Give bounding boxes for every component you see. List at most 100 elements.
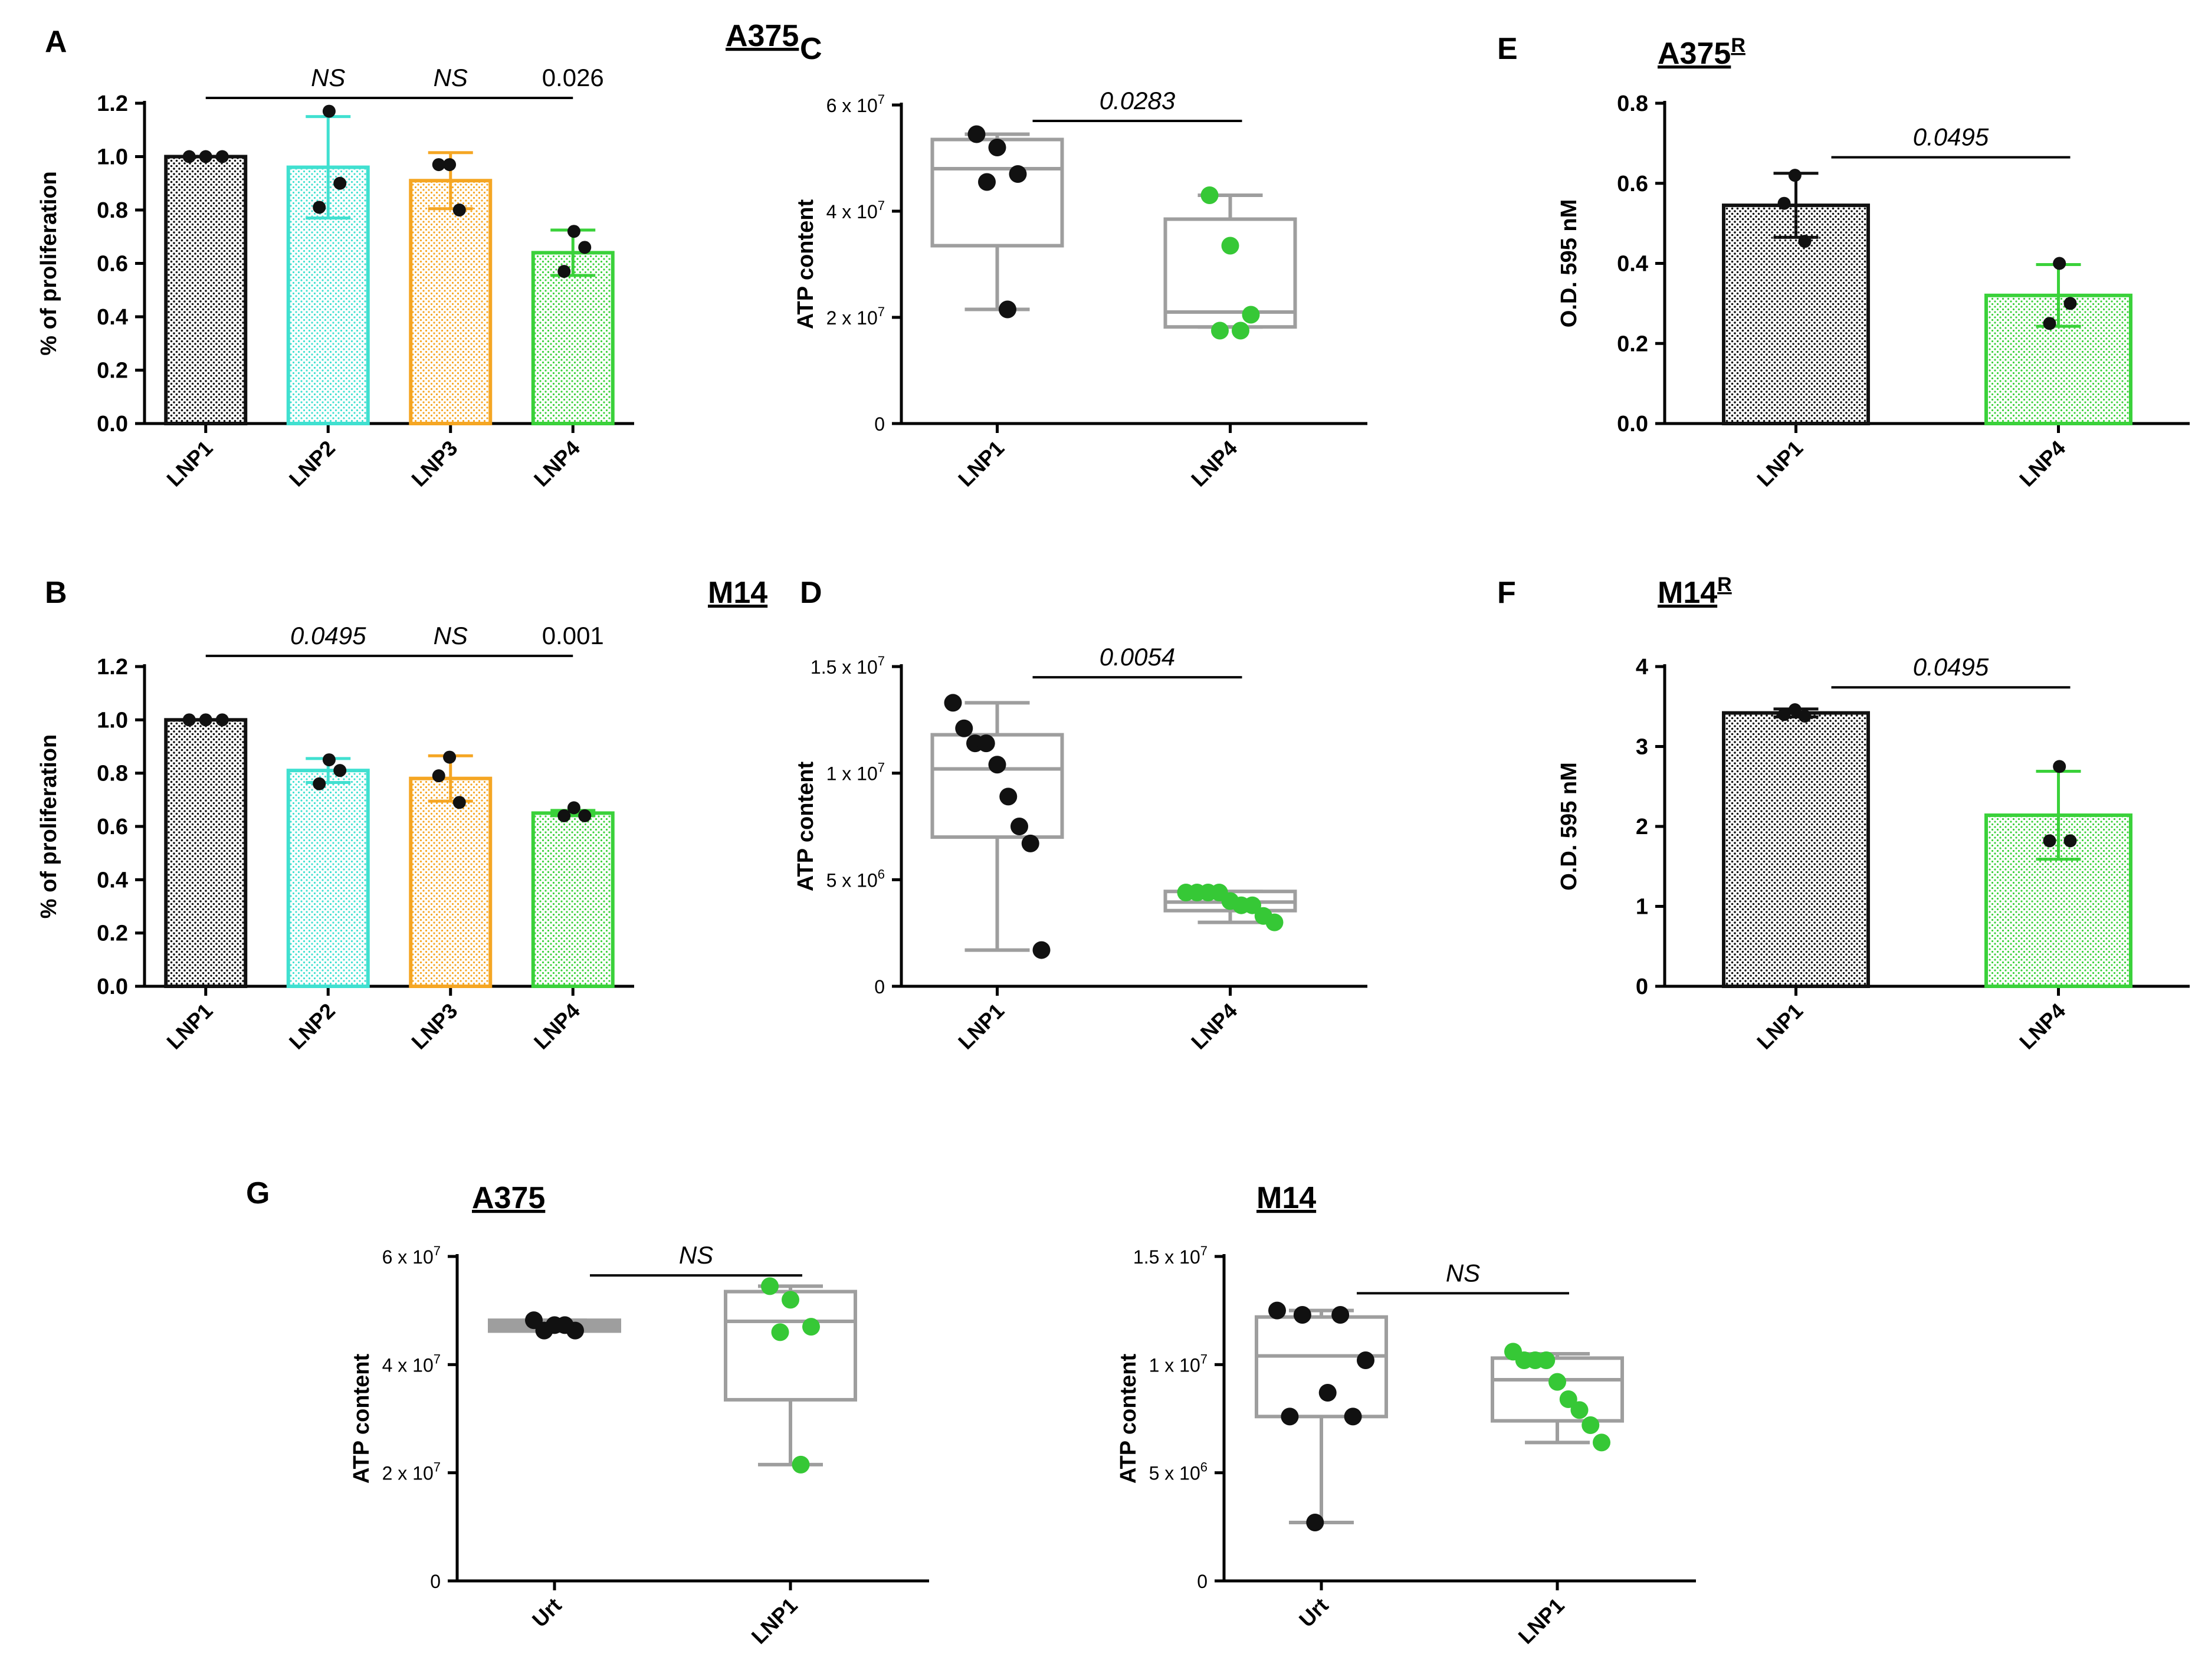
y-tick-label: 1 x 107 — [826, 760, 885, 785]
data-point — [1582, 1416, 1600, 1434]
y-axis-label: ATP content — [793, 199, 818, 330]
x-tick-label: LNP1 — [953, 999, 1009, 1054]
data-point — [432, 158, 445, 172]
data-point — [977, 734, 995, 753]
bar — [286, 769, 370, 989]
y-tick-label: 5 x 106 — [1149, 1460, 1208, 1484]
data-point — [1357, 1351, 1374, 1369]
data-point — [182, 713, 196, 727]
x-tick-label: LNP1 — [747, 1593, 802, 1649]
data-point — [1200, 186, 1219, 204]
y-tick-label: 0.0 — [97, 974, 128, 999]
y-tick-label: 0.6 — [97, 815, 128, 839]
data-point — [578, 241, 592, 254]
charts: 0.0 0.2 0.4 0.6 0.8 1.0 1.2 % of proliferation L… — [37, 19, 2190, 1649]
data-point — [2063, 297, 2077, 310]
data-point — [333, 764, 347, 777]
y-tick-label: 5 x 106 — [826, 867, 885, 891]
x-tick-label: LNP4 — [529, 436, 585, 491]
x-tick-label: LNP2 — [284, 999, 340, 1054]
panel-letter-d: D — [800, 576, 822, 610]
y-tick-label: 2 — [1636, 815, 1648, 839]
x-tick-label: Urt — [527, 1593, 566, 1632]
x-tick-label: LNP2 — [284, 436, 340, 491]
x-tick-label: LNP1 — [953, 436, 1009, 491]
y-tick-label: 1 — [1636, 895, 1648, 920]
data-point — [567, 801, 580, 815]
panel-letter-c: C — [800, 32, 822, 66]
data-point — [1344, 1407, 1362, 1426]
box — [930, 137, 1064, 248]
data-point — [1306, 1514, 1324, 1531]
data-point — [443, 158, 457, 172]
y-tick-label: 0.0 — [1617, 412, 1648, 437]
chart-panel-f: 0 1 2 3 4 O.D. 595 nM LNP1 LNP4 M14R 0.0495 — [1557, 573, 2190, 1054]
p-value-label: 0.001 — [542, 622, 604, 649]
data-point — [802, 1318, 820, 1336]
data-point — [535, 1321, 553, 1340]
data-point — [1318, 1384, 1337, 1402]
panel-letter-e: E — [1497, 32, 1518, 66]
x-tick-label: LNP4 — [2014, 999, 2070, 1054]
x-tick-label: LNP4 — [529, 999, 585, 1054]
chart-panel-c: 0 2 x 107 4 x 107 6 x 107 ATP content LNP1 LNP… — [793, 87, 1367, 491]
y-tick-label: 1.2 — [97, 655, 128, 680]
y-axis-label: O.D. 595 nM — [1557, 762, 1582, 891]
data-point — [556, 1316, 574, 1334]
x-tick-label: LNP1 — [1752, 999, 1807, 1054]
p-value-label: 0.026 — [542, 64, 604, 91]
data-point — [578, 809, 592, 822]
chart-title: M14R — [1658, 573, 1732, 610]
data-point — [2053, 760, 2066, 773]
data-point — [1788, 169, 1802, 182]
data-point — [1021, 834, 1039, 852]
data-point — [1232, 321, 1249, 340]
y-tick-label: 2 x 107 — [382, 1460, 441, 1484]
data-point — [999, 788, 1018, 806]
x-tick-label: LNP1 — [1752, 436, 1807, 491]
bar — [531, 811, 615, 988]
data-point — [1032, 941, 1051, 959]
data-point — [944, 694, 962, 712]
data-point — [1777, 196, 1791, 210]
p-value-label: NS — [434, 622, 468, 649]
bar — [409, 179, 493, 425]
chart-panel-g1: 0 2 x 107 4 x 107 6 x 107 ATP content Urt LNP1… — [349, 1181, 929, 1649]
y-tick-label: 6 x 107 — [826, 92, 885, 116]
data-point — [182, 150, 196, 163]
panel-letter-f: F — [1497, 576, 1516, 610]
data-point — [782, 1291, 799, 1309]
p-value-label: NS — [1446, 1259, 1480, 1287]
p-value-label: 0.0283 — [1100, 87, 1175, 114]
data-point — [1537, 1351, 1556, 1369]
bar — [1722, 711, 1870, 988]
y-tick-label: 0 — [874, 414, 885, 435]
y-tick-label: 4 — [1636, 655, 1648, 680]
data-point — [1243, 896, 1261, 914]
data-point — [199, 150, 212, 163]
box — [724, 1289, 857, 1402]
data-point — [1331, 1306, 1350, 1324]
bar — [164, 155, 248, 425]
x-tick-label: Urt — [1294, 1593, 1333, 1632]
chart-panel-b: 0.0 0.2 0.4 0.6 0.8 1.0 1.2 % of proliferation L… — [37, 576, 767, 1054]
data-point — [978, 173, 996, 191]
p-value-label: NS — [434, 64, 468, 91]
p-value-label: 0.0054 — [1100, 643, 1175, 671]
y-tick-label: 0.6 — [97, 252, 128, 277]
y-tick-label: 0 — [430, 1571, 441, 1592]
data-point — [1211, 321, 1229, 340]
y-tick-label: 0.2 — [97, 359, 128, 383]
data-point — [557, 265, 571, 278]
data-point — [1293, 1306, 1311, 1324]
data-point — [1777, 708, 1791, 721]
y-tick-label: 0.6 — [1617, 172, 1648, 196]
data-point — [322, 753, 336, 767]
y-tick-label: 3 — [1636, 735, 1648, 760]
bar — [531, 251, 615, 425]
p-value-label: 0.0495 — [1913, 123, 1989, 151]
data-point — [1268, 1301, 1286, 1320]
data-point — [967, 125, 986, 143]
data-point — [313, 777, 326, 790]
chart-panel-a: 0.0 0.2 0.4 0.6 0.8 1.0 1.2 % of proliferation L… — [37, 19, 799, 491]
